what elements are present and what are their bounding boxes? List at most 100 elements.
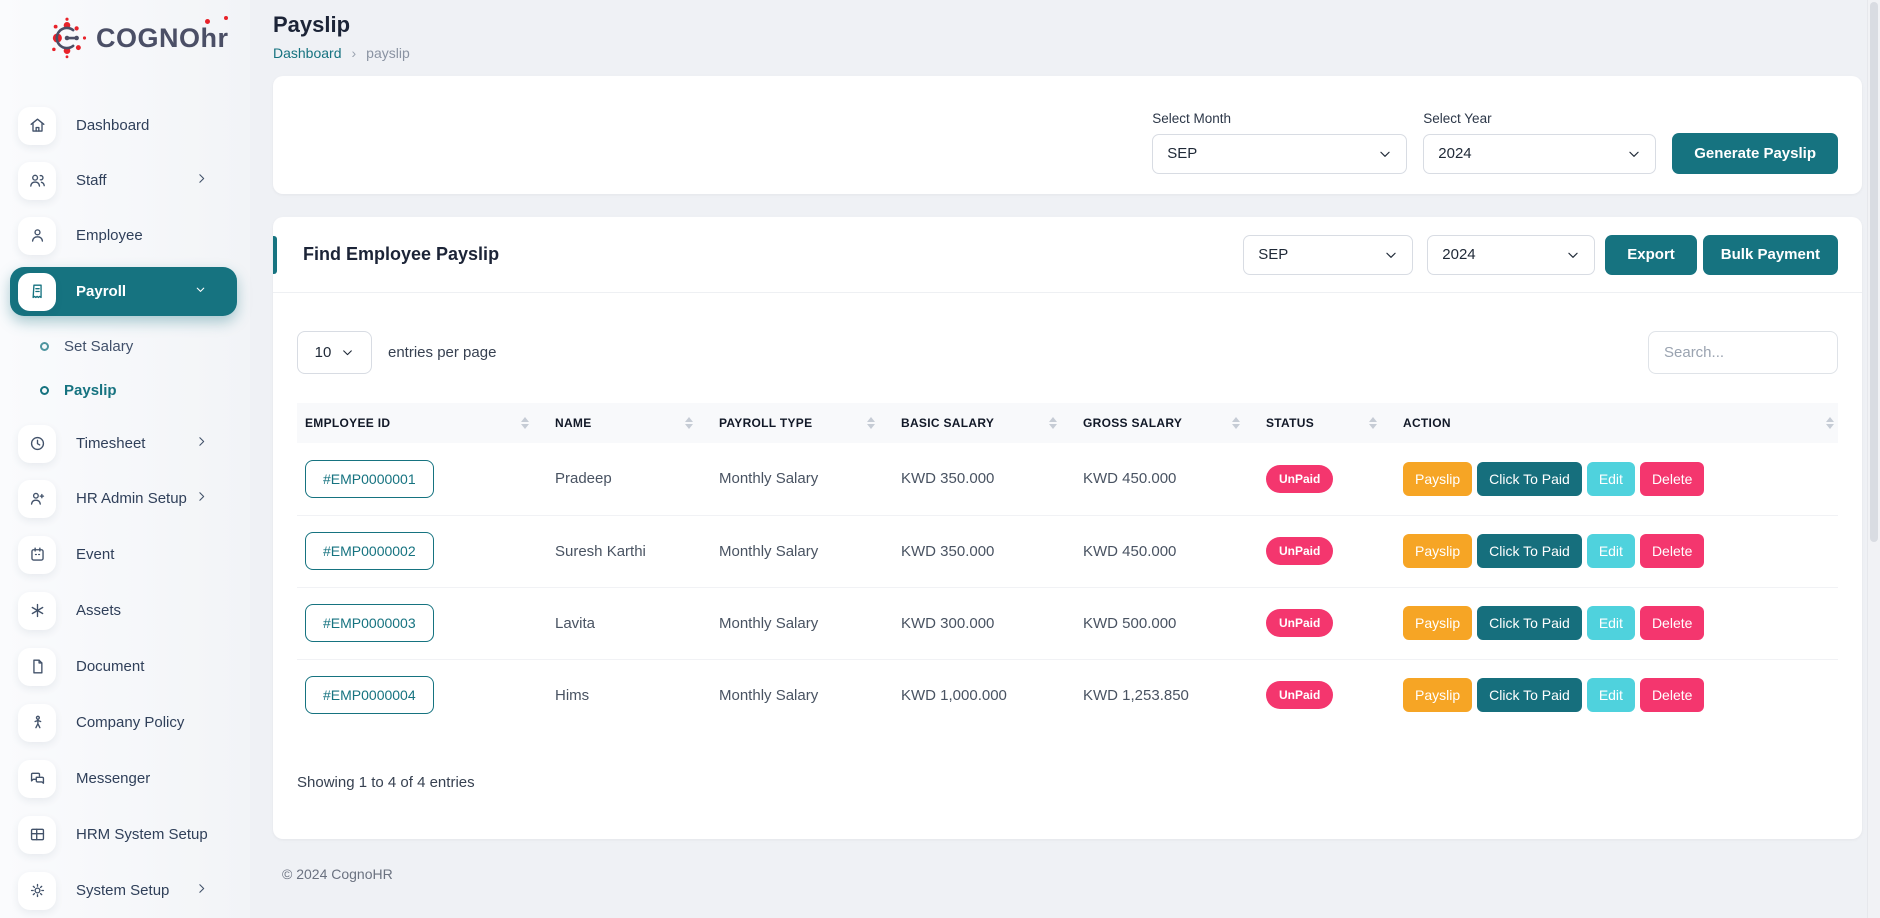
sidebar-item-timesheet[interactable]: Timesheet xyxy=(18,420,238,467)
year-select[interactable]: 2024 xyxy=(1423,133,1657,174)
click-to-paid-button[interactable]: Click To Paid xyxy=(1477,606,1582,640)
sort-icon[interactable] xyxy=(1826,417,1834,429)
sidebar-subitem-payslip[interactable]: Payslip xyxy=(18,368,250,412)
edit-button[interactable]: Edit xyxy=(1586,606,1635,640)
column-header-basic-salary[interactable]: BASIC SALARY xyxy=(893,403,1075,443)
bullet-icon xyxy=(40,341,49,351)
sidebar-item-hr-admin-setup[interactable]: HR Admin Setup xyxy=(18,475,238,522)
payroll-invoice-icon xyxy=(18,272,56,311)
column-header-employee-id[interactable]: EMPLOYEE ID xyxy=(297,403,547,443)
chevron-down-icon xyxy=(343,350,353,356)
main-content: Payslip Dashboard › payslip Select Month… xyxy=(250,0,1880,918)
sort-icon[interactable] xyxy=(1232,417,1240,429)
employee-id-button[interactable]: #EMP0000004 xyxy=(305,676,434,715)
edit-button[interactable]: Edit xyxy=(1586,534,1635,568)
table-header-row: EMPLOYEE ID NAME PAYROLL TYPE BASIC SALA… xyxy=(297,403,1838,443)
payslip-action-button[interactable]: Payslip xyxy=(1403,606,1473,640)
delete-button[interactable]: Delete xyxy=(1639,534,1705,568)
employee-name: Suresh Karthi xyxy=(547,515,711,588)
status-badge: UnPaid xyxy=(1266,609,1334,637)
sidebar-item-label: Staff xyxy=(76,172,107,189)
chevron-right-icon xyxy=(195,435,208,453)
generate-payslip-card: Select Month SEP Select Year 2024 Genera… xyxy=(273,76,1862,194)
breadcrumb-separator: › xyxy=(351,45,357,61)
breadcrumb-current: payslip xyxy=(366,45,410,61)
sidebar-item-payroll[interactable]: Payroll xyxy=(10,267,237,316)
sidebar-item-dashboard[interactable]: Dashboard xyxy=(18,102,238,149)
breadcrumb-dashboard-link[interactable]: Dashboard xyxy=(273,45,342,61)
find-card-header: Find Employee Payslip SEP 2024 Export Bu… xyxy=(273,217,1862,293)
chevron-down-icon xyxy=(194,283,207,301)
select-year-group: Select Year 2024 xyxy=(1423,111,1657,174)
edit-button[interactable]: Edit xyxy=(1586,678,1635,713)
sidebar-item-event[interactable]: Event xyxy=(18,531,238,578)
employee-id-button[interactable]: #EMP0000002 xyxy=(305,532,434,570)
chevron-down-icon xyxy=(1380,151,1390,157)
payslip-action-button[interactable]: Payslip xyxy=(1403,534,1473,568)
employee-id-button[interactable]: #EMP0000003 xyxy=(305,604,434,642)
sort-icon[interactable] xyxy=(1369,417,1377,429)
column-header-status[interactable]: STATUS xyxy=(1258,403,1395,443)
gross-salary: KWD 450.000 xyxy=(1075,515,1258,588)
payroll-type: Monthly Salary xyxy=(711,587,893,660)
click-to-paid-button[interactable]: Click To Paid xyxy=(1477,461,1582,496)
filter-year-select[interactable]: 2024 xyxy=(1427,234,1596,275)
chat-icon xyxy=(18,759,56,798)
sidebar-item-company-policy[interactable]: Company Policy xyxy=(18,699,238,746)
sidebar-item-document[interactable]: Document xyxy=(18,643,238,690)
bullet-icon xyxy=(40,385,49,395)
sort-icon[interactable] xyxy=(1049,417,1057,429)
payslip-action-button[interactable]: Payslip xyxy=(1403,461,1473,496)
click-to-paid-button[interactable]: Click To Paid xyxy=(1477,678,1582,713)
sort-icon[interactable] xyxy=(867,417,875,429)
brand-logo[interactable]: COGNO hr xyxy=(0,12,250,64)
grid-table-icon xyxy=(18,815,56,854)
sidebar-nav: Dashboard Staff Employee Payroll Set Sal… xyxy=(0,102,250,914)
employee-name: Hims xyxy=(555,686,590,704)
sidebar-item-label: HRM System Setup xyxy=(76,826,208,843)
chevron-down-icon xyxy=(1568,252,1578,258)
month-select[interactable]: SEP xyxy=(1152,133,1408,174)
sidebar-item-assets[interactable]: Assets xyxy=(18,587,238,634)
click-to-paid-button[interactable]: Click To Paid xyxy=(1477,534,1582,568)
scrollbar-thumb[interactable] xyxy=(1870,2,1878,542)
filter-month-select[interactable]: SEP xyxy=(1243,234,1414,275)
export-button[interactable]: Export xyxy=(1605,234,1697,275)
entries-per-page-label: entries per page xyxy=(388,344,497,361)
sidebar-item-system-setup[interactable]: System Setup xyxy=(18,867,238,914)
generate-payslip-button[interactable]: Generate Payslip xyxy=(1672,133,1838,174)
chevron-right-icon xyxy=(195,172,208,190)
month-select-value: SEP xyxy=(1167,145,1198,162)
brand-logo-text: COGNO hr xyxy=(96,15,229,54)
page-scrollbar[interactable] xyxy=(1867,0,1880,918)
delete-button[interactable]: Delete xyxy=(1639,606,1705,640)
calendar-icon xyxy=(18,535,56,574)
delete-button[interactable]: Delete xyxy=(1639,678,1705,713)
user-icon xyxy=(18,216,56,255)
column-header-action[interactable]: ACTION xyxy=(1395,403,1838,443)
clock-icon xyxy=(18,424,56,463)
page-size-select[interactable]: 10 xyxy=(297,331,372,374)
payroll-type: Monthly Salary xyxy=(711,515,893,588)
payroll-type: Monthly Salary xyxy=(719,686,819,704)
sidebar-item-hrm-system-setup[interactable]: HRM System Setup xyxy=(18,811,238,858)
home-icon xyxy=(18,106,56,145)
sort-icon[interactable] xyxy=(685,417,693,429)
employee-id-button[interactable]: #EMP0000001 xyxy=(305,459,434,498)
sidebar-item-employee[interactable]: Employee xyxy=(18,212,238,259)
sidebar-item-messenger[interactable]: Messenger xyxy=(18,755,238,802)
sidebar-item-label: System Setup xyxy=(76,882,170,899)
breadcrumb: Dashboard › payslip xyxy=(273,45,1862,61)
table-row: #EMP0000003 Lavita Monthly Salary KWD 30… xyxy=(297,587,1838,660)
column-header-payroll-type[interactable]: PAYROLL TYPE xyxy=(711,403,893,443)
column-header-gross-salary[interactable]: GROSS SALARY xyxy=(1075,403,1258,443)
sort-icon[interactable] xyxy=(521,417,529,429)
payslip-action-button[interactable]: Payslip xyxy=(1403,678,1473,713)
edit-button[interactable]: Edit xyxy=(1586,461,1635,496)
sidebar-subitem-set-salary[interactable]: Set Salary xyxy=(18,324,250,368)
bulk-payment-button[interactable]: Bulk Payment xyxy=(1702,234,1838,275)
column-header-name[interactable]: NAME xyxy=(547,403,711,443)
delete-button[interactable]: Delete xyxy=(1639,461,1705,496)
sidebar-item-staff[interactable]: Staff xyxy=(18,157,238,204)
search-input[interactable] xyxy=(1648,331,1838,374)
